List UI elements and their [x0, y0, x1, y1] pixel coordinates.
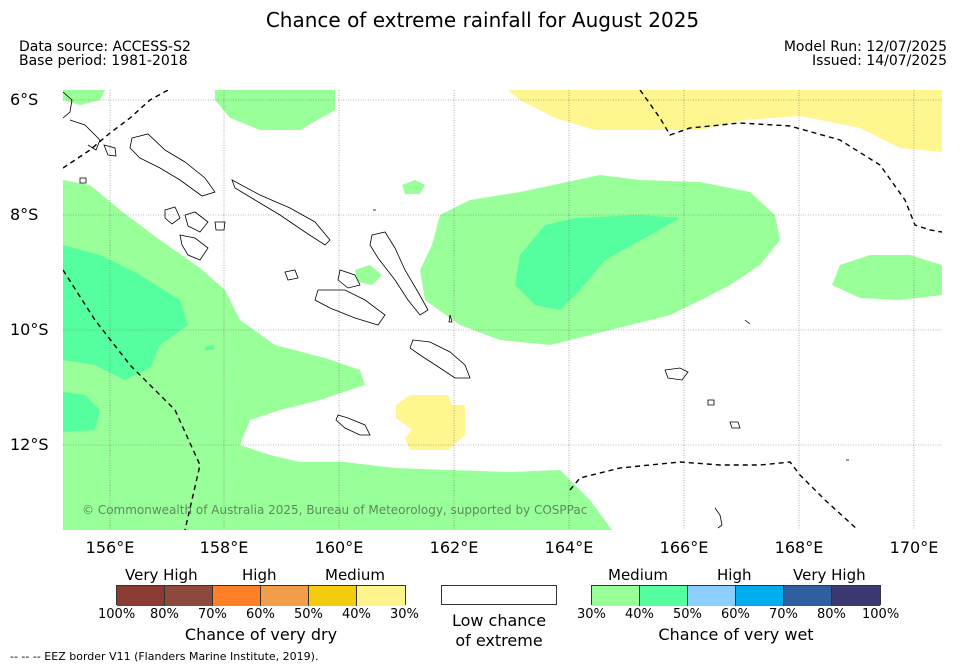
wet-category-very-high: Very High: [793, 566, 866, 584]
lon-label-158e: 158°E: [199, 538, 249, 557]
dry-legend-title: Chance of very dry: [184, 625, 338, 644]
dry-tick-50: 50%: [294, 607, 323, 622]
wet-swatch-60-70: [736, 586, 784, 606]
wet-tick-30: 30%: [577, 607, 606, 622]
low-legend-title-line2: of extreme: [455, 631, 543, 650]
dry-tick-30: 30%: [390, 607, 419, 622]
wet-swatch-50-60: [688, 586, 736, 606]
low-chance-swatch: [441, 585, 557, 605]
wet-swatch-70-80: [784, 586, 832, 606]
wet-category-high: High: [717, 566, 752, 584]
dry-colorbar: [116, 585, 406, 606]
lat-label-6s: 6°S: [10, 90, 39, 109]
copyright-notice: © Commonwealth of Australia 2025, Bureau…: [82, 503, 588, 517]
dry-swatch-60-50: [261, 586, 309, 606]
dry-swatch-100-80: [117, 586, 165, 606]
wet-swatch-80-100: [832, 586, 880, 606]
wet-tick-70: 70%: [769, 607, 798, 622]
lat-label-12s: 12°S: [10, 435, 49, 454]
dry-category-medium: Medium: [325, 566, 385, 584]
lon-label-170e: 170°E: [889, 538, 939, 557]
wet-category-medium: Medium: [608, 566, 668, 584]
wet-legend-title: Chance of very wet: [658, 625, 814, 644]
coastlines: [63, 91, 849, 529]
lon-label-156e: 156°E: [85, 538, 135, 557]
dry-swatch-40-30: [357, 586, 405, 606]
eez-borders: [63, 90, 942, 530]
wet-swatch-30-40: [592, 586, 640, 606]
lon-label-166e: 166°E: [659, 538, 709, 557]
wet-high-regions: [63, 215, 680, 432]
wet-tick-50: 50%: [673, 607, 702, 622]
eez-footer-note: -- -- -- EEZ border V11 (Flanders Marine…: [10, 650, 319, 663]
dry-tick-80: 80%: [150, 607, 179, 622]
chart-title: Chance of extreme rainfall for August 20…: [265, 8, 700, 32]
dry-category-high: High: [242, 566, 277, 584]
wet-tick-100: 100%: [862, 607, 900, 622]
base-period: Base period: 1981-2018: [19, 53, 188, 69]
dry-tick-60: 60%: [246, 607, 275, 622]
wet-colorbar: [591, 585, 881, 606]
dry-swatch-70-60: [213, 586, 261, 606]
dry-tick-100: 100%: [98, 607, 136, 622]
dry-tick-40: 40%: [342, 607, 371, 622]
dry-swatch-80-70: [165, 586, 213, 606]
dry-medium-regions: [396, 90, 942, 450]
lat-label-8s: 8°S: [10, 205, 39, 224]
graticule: [63, 90, 942, 530]
data-source: Data source: ACCESS-S2: [19, 39, 191, 55]
lat-label-10s: 10°S: [10, 320, 49, 339]
wet-tick-80: 80%: [817, 607, 846, 622]
wet-tick-40: 40%: [625, 607, 654, 622]
model-run: Model Run: 12/07/2025: [783, 39, 947, 55]
dry-category-very-high: Very High: [125, 566, 198, 584]
lon-label-160e: 160°E: [314, 538, 364, 557]
wet-tick-60: 60%: [721, 607, 750, 622]
lon-label-164e: 164°E: [544, 538, 594, 557]
lon-label-168e: 168°E: [774, 538, 824, 557]
dry-swatch-50-40: [309, 586, 357, 606]
low-legend-title-line1: Low chance: [451, 611, 547, 630]
dry-tick-70: 70%: [198, 607, 227, 622]
lon-label-162e: 162°E: [429, 538, 479, 557]
wet-swatch-40-50: [640, 586, 688, 606]
issued-date: Issued: 14/07/2025: [812, 53, 947, 69]
